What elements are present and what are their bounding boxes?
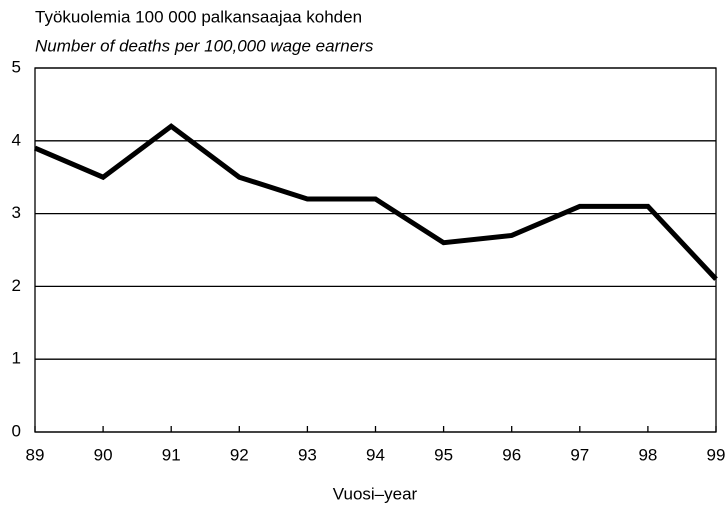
chart-subtitle: Number of deaths per 100,000 wage earner…	[35, 36, 374, 55]
x-tick-label: 99	[707, 445, 726, 464]
y-tick-label: 4	[12, 130, 21, 149]
y-tick-label: 5	[12, 57, 21, 76]
data-line	[34, 123, 718, 281]
y-tick-label: 0	[12, 421, 21, 440]
x-tick-label: 90	[94, 445, 113, 464]
x-tick-label: 96	[502, 445, 521, 464]
x-tick-label: 89	[26, 445, 45, 464]
x-tick-label: 97	[570, 445, 589, 464]
x-tick-label: 91	[162, 445, 181, 464]
y-tick-label: 3	[12, 203, 21, 222]
y-tick-label: 2	[12, 276, 21, 295]
x-tick-label: 93	[298, 445, 317, 464]
x-tick-label: 98	[638, 445, 657, 464]
x-tick-label: 95	[434, 445, 453, 464]
chart-title: Työkuolemia 100 000 palkansaajaa kohden	[35, 7, 362, 26]
x-axis-label: Vuosi–year	[333, 484, 418, 503]
y-tick-label: 1	[12, 349, 21, 368]
plot-frame	[34, 67, 717, 433]
x-tick-label: 92	[230, 445, 249, 464]
x-tick-label: 94	[366, 445, 385, 464]
